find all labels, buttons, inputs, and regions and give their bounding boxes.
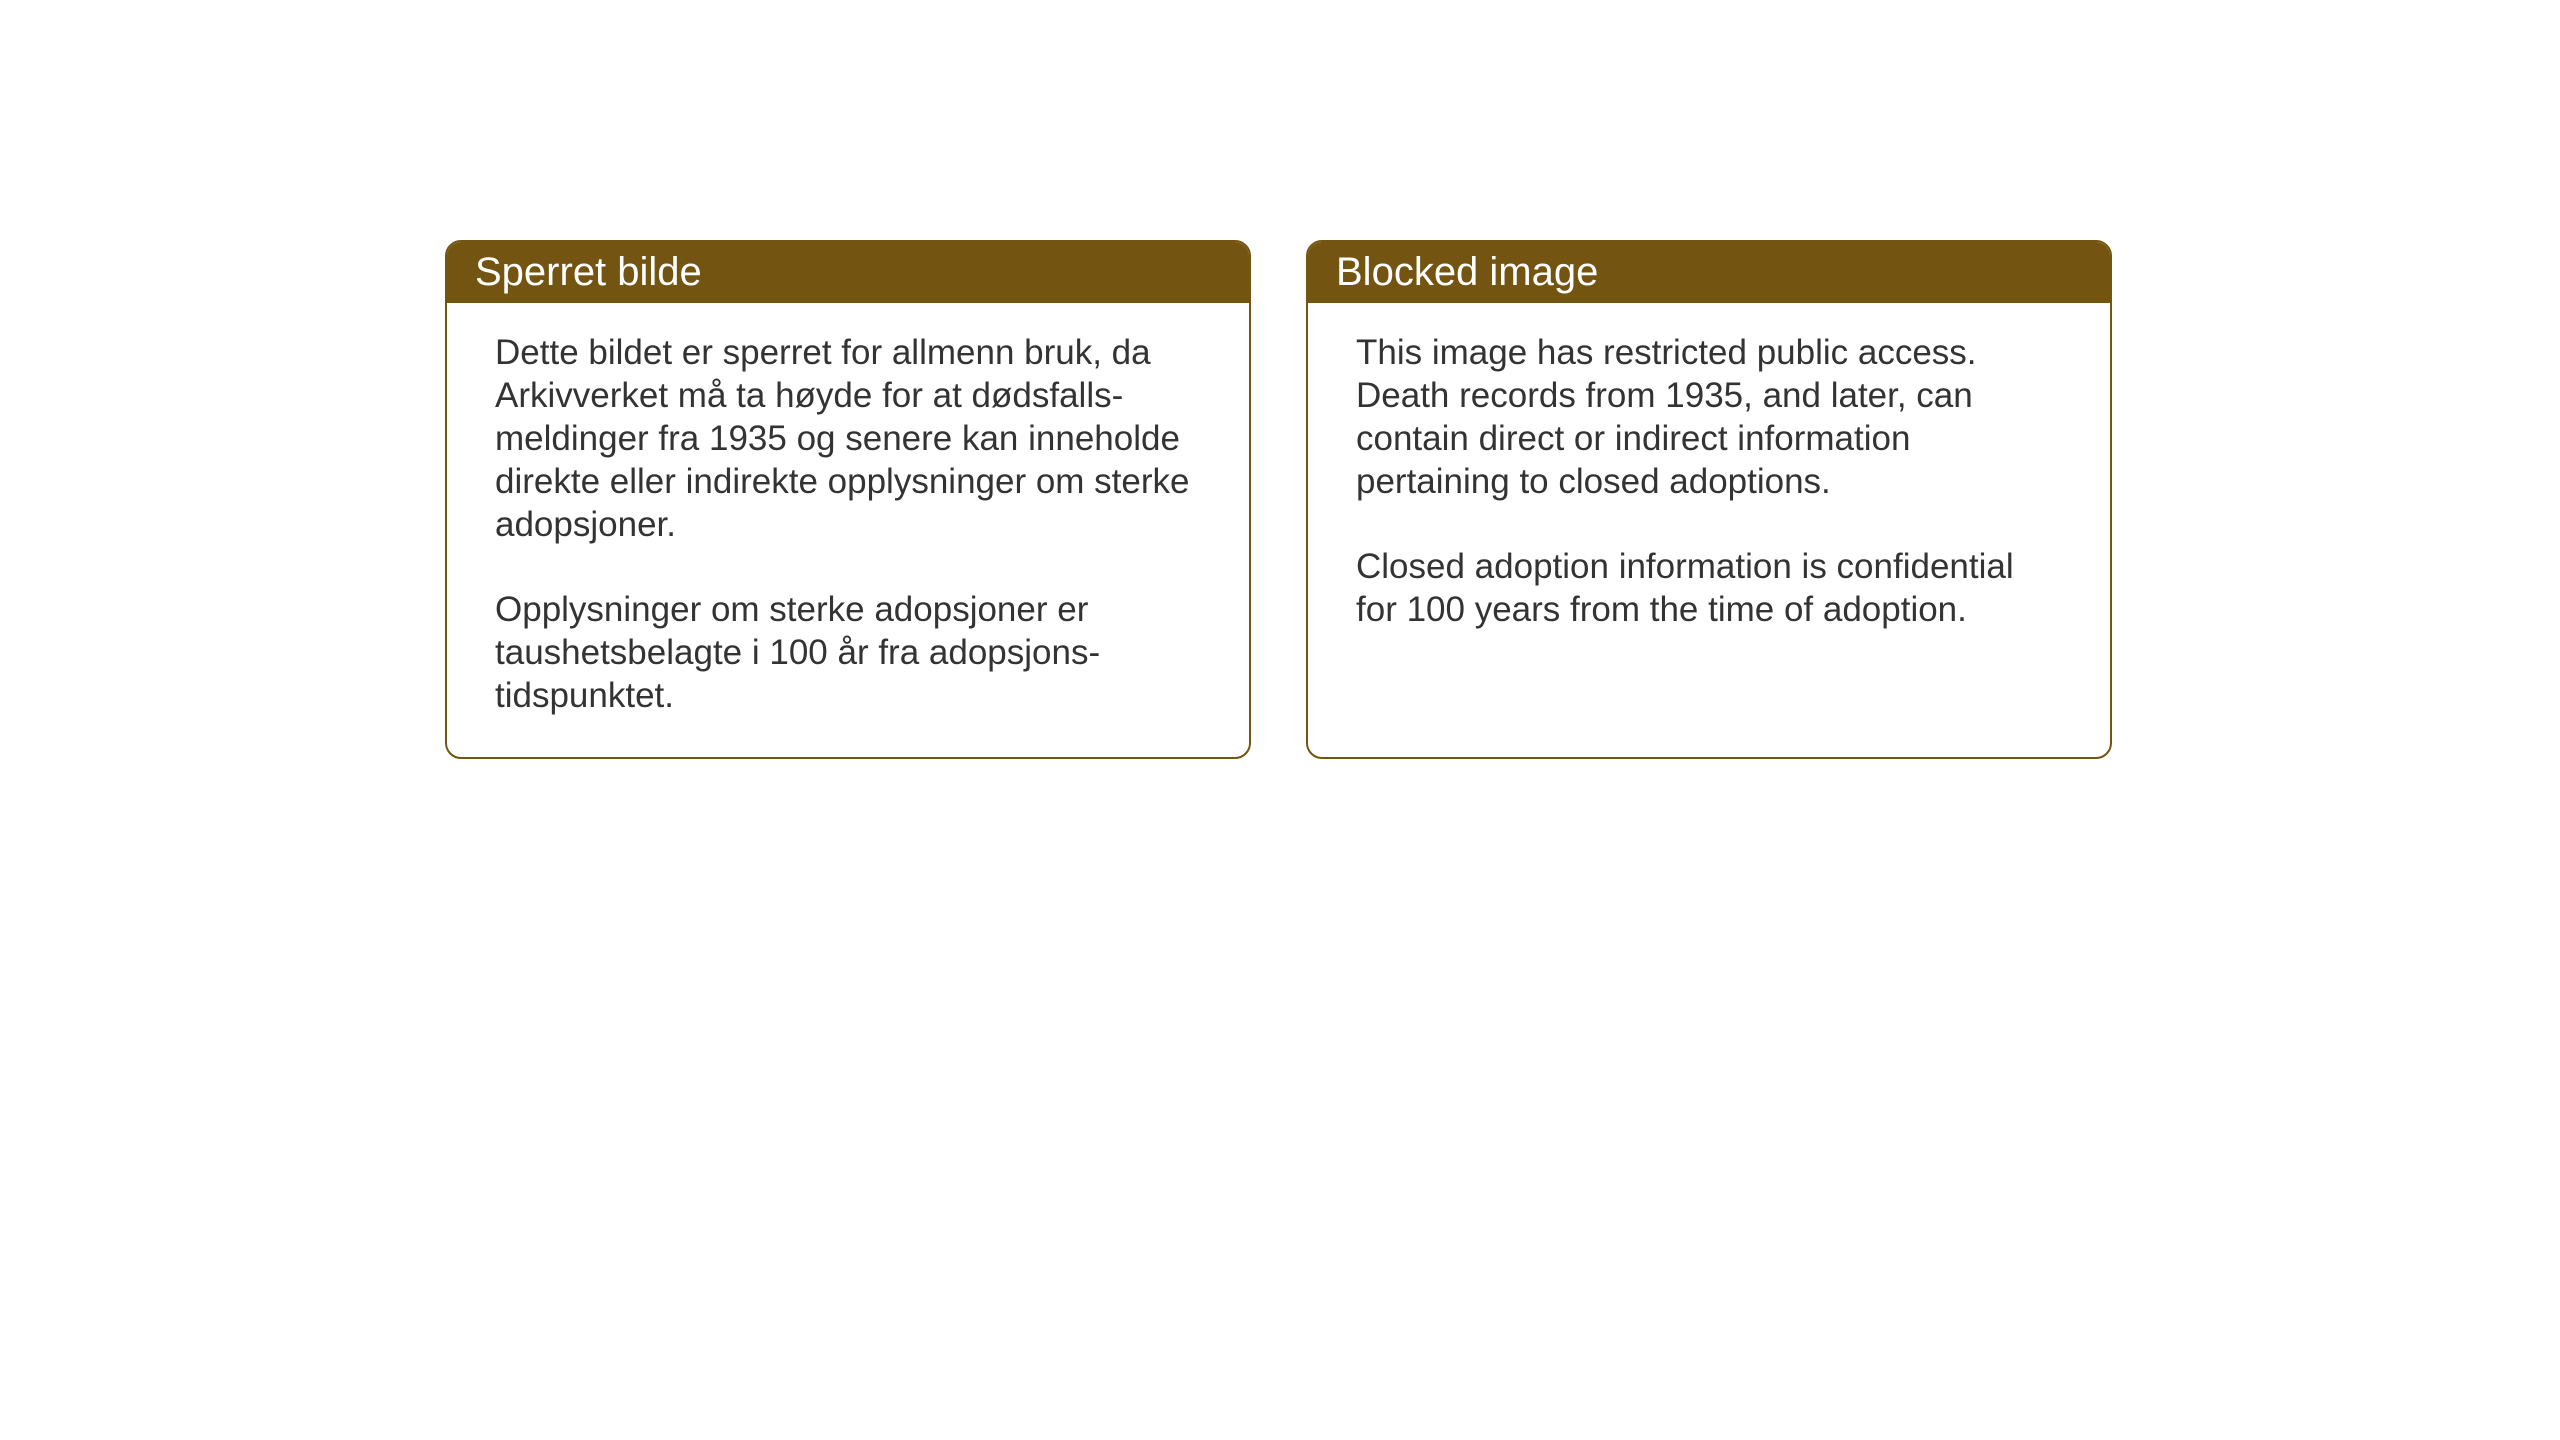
norwegian-paragraph-2: Opplysninger om sterke adopsjoner er tau… bbox=[495, 588, 1201, 717]
english-paragraph-1: This image has restricted public access.… bbox=[1356, 331, 2062, 503]
norwegian-notice-title: Sperret bilde bbox=[447, 242, 1249, 303]
english-paragraph-2: Closed adoption information is confident… bbox=[1356, 545, 2062, 631]
english-notice-body: This image has restricted public access.… bbox=[1308, 303, 2110, 743]
norwegian-paragraph-1: Dette bildet er sperret for allmenn bruk… bbox=[495, 331, 1201, 546]
english-notice-card: Blocked image This image has restricted … bbox=[1306, 240, 2112, 759]
english-notice-title: Blocked image bbox=[1308, 242, 2110, 303]
notice-container: Sperret bilde Dette bildet er sperret fo… bbox=[445, 240, 2112, 759]
norwegian-notice-body: Dette bildet er sperret for allmenn bruk… bbox=[447, 303, 1249, 757]
norwegian-notice-card: Sperret bilde Dette bildet er sperret fo… bbox=[445, 240, 1251, 759]
